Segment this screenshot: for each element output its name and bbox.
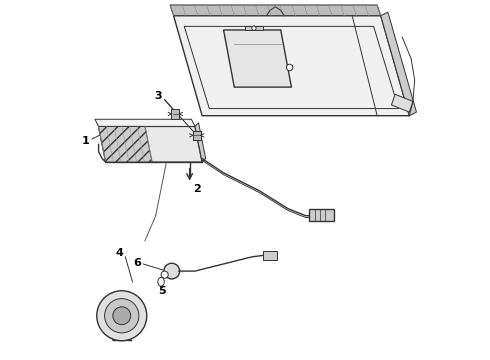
Polygon shape bbox=[195, 123, 206, 162]
Text: 6: 6 bbox=[133, 258, 141, 268]
Circle shape bbox=[161, 271, 168, 278]
Circle shape bbox=[97, 291, 147, 341]
Polygon shape bbox=[381, 12, 416, 116]
Text: 5: 5 bbox=[158, 286, 166, 296]
Polygon shape bbox=[98, 126, 202, 162]
Ellipse shape bbox=[158, 277, 164, 286]
Bar bbox=[309, 208, 334, 221]
Text: 3: 3 bbox=[155, 91, 162, 101]
Circle shape bbox=[287, 64, 293, 71]
Circle shape bbox=[252, 26, 256, 30]
Polygon shape bbox=[173, 16, 409, 116]
Polygon shape bbox=[223, 30, 292, 87]
Polygon shape bbox=[170, 5, 381, 16]
Polygon shape bbox=[95, 119, 195, 126]
Text: 1: 1 bbox=[82, 136, 90, 146]
Bar bbox=[172, 109, 179, 119]
Bar bbox=[263, 251, 277, 260]
Polygon shape bbox=[392, 94, 413, 112]
Polygon shape bbox=[98, 126, 152, 162]
Bar bbox=[193, 131, 201, 140]
Circle shape bbox=[113, 307, 131, 325]
Circle shape bbox=[104, 298, 139, 333]
Text: 4: 4 bbox=[115, 248, 123, 258]
Circle shape bbox=[164, 263, 180, 279]
Text: 2: 2 bbox=[193, 184, 200, 194]
Polygon shape bbox=[245, 26, 263, 30]
